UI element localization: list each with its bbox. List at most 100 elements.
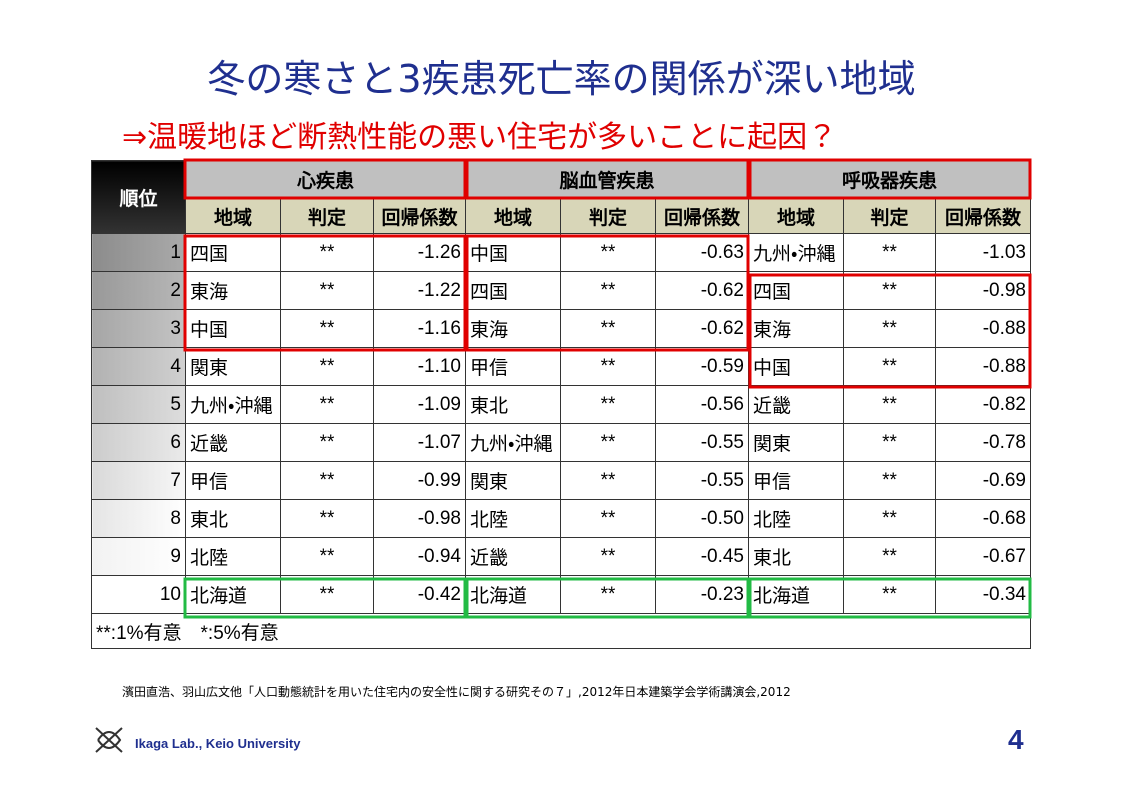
slide-title: 冬の寒さと3疾患死亡率の関係が深い地域 (207, 57, 916, 101)
coefficient-cell: -1.09 (373, 385, 466, 424)
rank-cell: 1 (91, 233, 186, 272)
judgment-cell: ** (560, 423, 656, 462)
judgment-cell: ** (843, 423, 936, 462)
coefficient-cell: -0.98 (373, 499, 466, 538)
rank-header: 順位 (91, 160, 186, 234)
region-cell: 近畿 (748, 385, 844, 424)
region-cell: 関東 (185, 347, 281, 386)
judgment-cell: ** (843, 499, 936, 538)
region-cell: 四国 (748, 271, 844, 310)
table-note: **:1%有意 *:5%有意 (91, 613, 1031, 649)
judgment-cell: ** (843, 385, 936, 424)
citation: 濱田直浩、羽山広文他「人口動態統計を用いた住宅内の安全性に関する研究その７」,2… (122, 685, 791, 699)
coefficient-cell: -1.07 (373, 423, 466, 462)
coefficient-cell: -0.23 (655, 575, 749, 614)
judgment-cell: ** (560, 461, 656, 500)
coefficient-cell: -0.88 (935, 347, 1031, 386)
rank-cell: 7 (91, 461, 186, 500)
region-cell: 東北 (748, 537, 844, 576)
region-cell: 四国 (465, 271, 561, 310)
region-cell: 東海 (748, 309, 844, 348)
page-number: 4 (1008, 724, 1024, 755)
coefficient-cell: -0.78 (935, 423, 1031, 462)
region-cell: 近畿 (465, 537, 561, 576)
rank-cell: 3 (91, 309, 186, 348)
judgment-cell: ** (843, 271, 936, 310)
judgment-cell: ** (560, 233, 656, 272)
column-header: 地域 (748, 198, 844, 234)
region-cell: 甲信 (185, 461, 281, 500)
region-cell: 北海道 (185, 575, 281, 614)
coefficient-cell: -0.63 (655, 233, 749, 272)
column-header: 判定 (280, 198, 374, 234)
coefficient-cell: -0.62 (655, 309, 749, 348)
coefficient-cell: -0.88 (935, 309, 1031, 348)
region-cell: 九州・沖縄 (465, 423, 561, 462)
judgment-cell: ** (843, 347, 936, 386)
column-header: 地域 (185, 198, 281, 234)
column-header: 回帰係数 (935, 198, 1031, 234)
coefficient-cell: -0.34 (935, 575, 1031, 614)
judgment-cell: ** (280, 499, 374, 538)
judgment-cell: ** (560, 537, 656, 576)
judgment-cell: ** (560, 347, 656, 386)
rank-cell: 9 (91, 537, 186, 576)
judgment-cell: ** (280, 461, 374, 500)
region-cell: 東海 (185, 271, 281, 310)
judgment-cell: ** (280, 309, 374, 348)
judgment-cell: ** (843, 309, 936, 348)
coefficient-cell: -1.10 (373, 347, 466, 386)
judgment-cell: ** (280, 423, 374, 462)
judgment-cell: ** (560, 271, 656, 310)
judgment-cell: ** (843, 575, 936, 614)
region-cell: 甲信 (465, 347, 561, 386)
region-cell: 中国 (748, 347, 844, 386)
rank-cell: 2 (91, 271, 186, 310)
coefficient-cell: -0.94 (373, 537, 466, 576)
region-cell: 四国 (185, 233, 281, 272)
region-cell: 九州・沖縄 (748, 233, 844, 272)
region-cell: 北陸 (465, 499, 561, 538)
judgment-cell: ** (280, 385, 374, 424)
coefficient-cell: -0.50 (655, 499, 749, 538)
coefficient-cell: -1.03 (935, 233, 1031, 272)
coefficient-cell: -0.45 (655, 537, 749, 576)
coefficient-cell: -0.67 (935, 537, 1031, 576)
group-header: 心疾患 (185, 160, 466, 199)
coefficient-cell: -0.82 (935, 385, 1031, 424)
ranking-table: 順位 心疾患 脳血管疾患 呼吸器疾患 地域 判定 回帰係数 地域 判定 回帰係数 地域 判定 回帰係数 1… (91, 160, 1031, 649)
coefficient-cell: -0.56 (655, 385, 749, 424)
region-cell: 関東 (465, 461, 561, 500)
slide-subtitle: ⇒温暖地ほど断熱性能の悪い住宅が多いことに起因？ (122, 120, 838, 155)
region-cell: 東北 (185, 499, 281, 538)
judgment-cell: ** (843, 537, 936, 576)
rank-cell: 5 (91, 385, 186, 424)
coefficient-cell: -0.69 (935, 461, 1031, 500)
region-cell: 関東 (748, 423, 844, 462)
judgment-cell: ** (560, 575, 656, 614)
region-cell: 中国 (185, 309, 281, 348)
judgment-cell: ** (560, 499, 656, 538)
column-header: 判定 (560, 198, 656, 234)
judgment-cell: ** (280, 233, 374, 272)
region-cell: 東北 (465, 385, 561, 424)
group-header: 脳血管疾患 (465, 160, 749, 199)
region-cell: 北海道 (748, 575, 844, 614)
coefficient-cell: -0.62 (655, 271, 749, 310)
region-cell: 北陸 (185, 537, 281, 576)
coefficient-cell: -0.68 (935, 499, 1031, 538)
coefficient-cell: -0.98 (935, 271, 1031, 310)
region-cell: 近畿 (185, 423, 281, 462)
region-cell: 甲信 (748, 461, 844, 500)
region-cell: 北陸 (748, 499, 844, 538)
coefficient-cell: -0.55 (655, 423, 749, 462)
judgment-cell: ** (280, 271, 374, 310)
region-cell: 東海 (465, 309, 561, 348)
logo (95, 727, 123, 753)
region-cell: 中国 (465, 233, 561, 272)
rank-cell: 8 (91, 499, 186, 538)
column-header: 判定 (843, 198, 936, 234)
column-header: 回帰係数 (373, 198, 466, 234)
region-cell: 九州・沖縄 (185, 385, 281, 424)
